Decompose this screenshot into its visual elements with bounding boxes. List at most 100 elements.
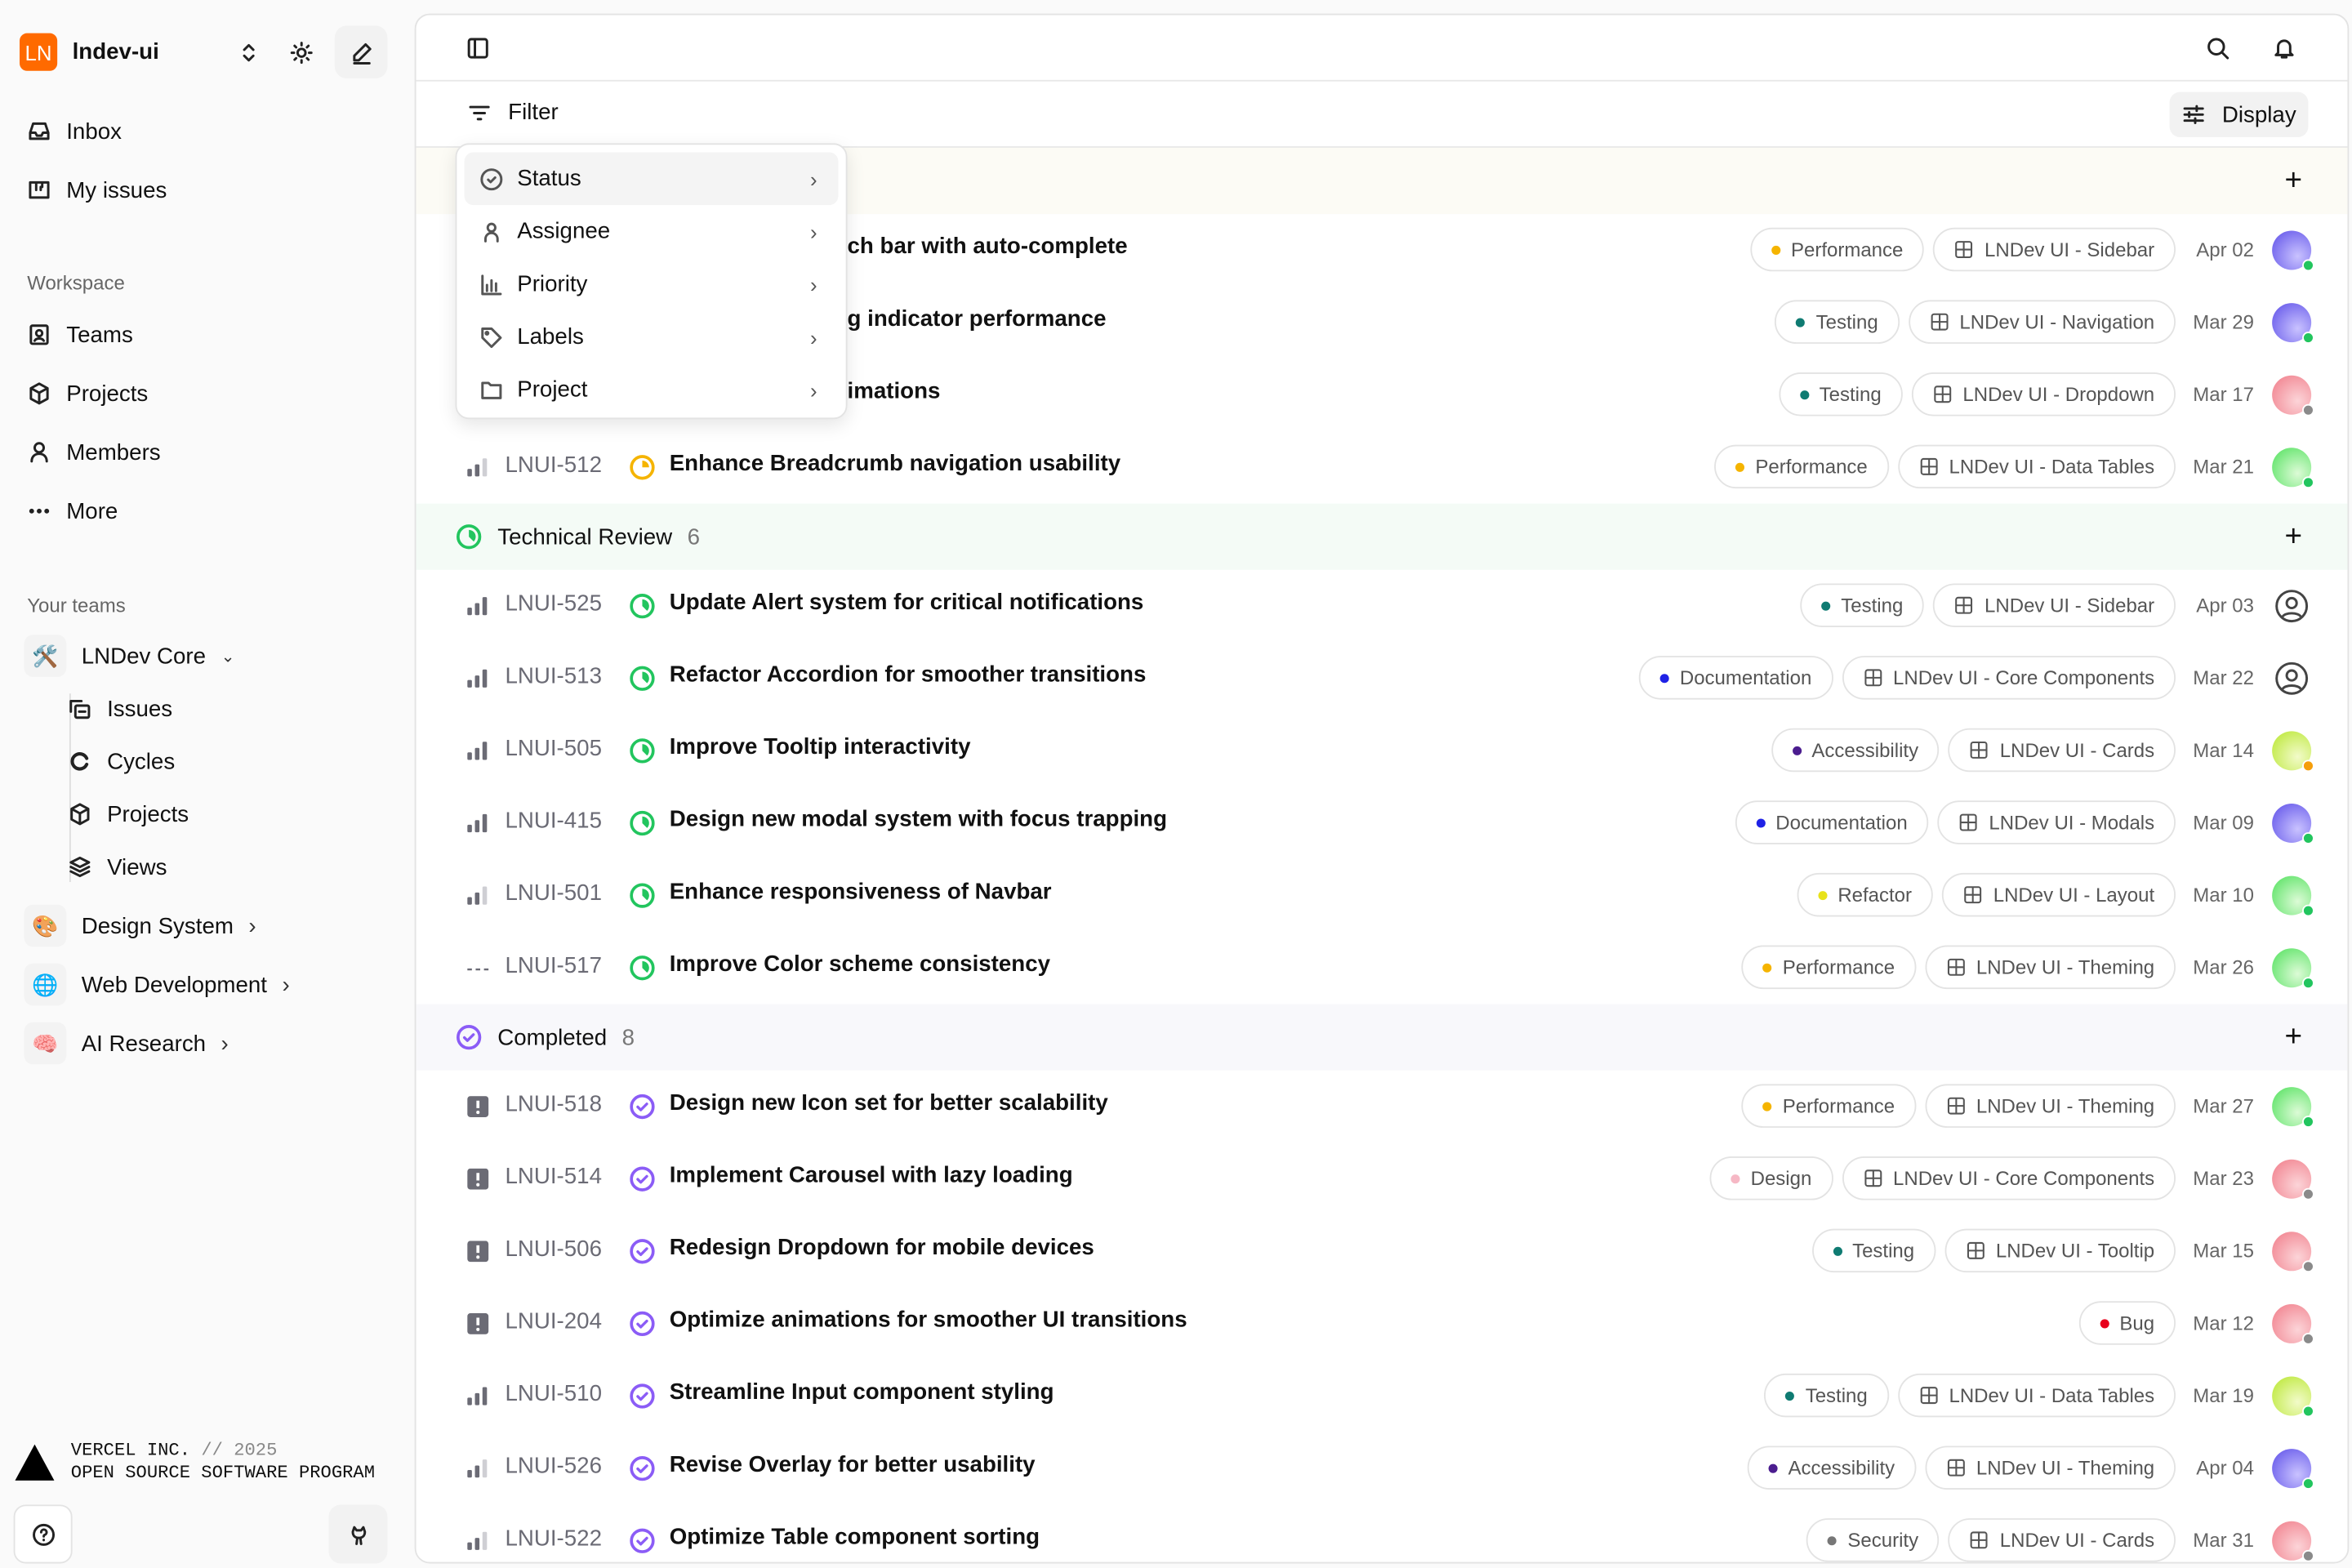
assignee-avatar[interactable] — [2272, 229, 2314, 271]
workspace-switcher[interactable]: LN lndev-ui — [19, 33, 159, 71]
issue-row[interactable]: ch bar with auto-complete Performance LNDe… — [416, 214, 2348, 287]
priority-urgent-icon[interactable] — [466, 1312, 490, 1334]
issue-title[interactable]: g indicator performance — [847, 305, 1107, 332]
label-chip[interactable]: Performance — [1750, 227, 1925, 272]
priority-medium-icon[interactable] — [466, 1530, 490, 1552]
add-issue-plus-icon[interactable]: + — [2284, 519, 2303, 554]
issue-row[interactable]: LNUI-510 Streamline Input component styli… — [416, 1360, 2348, 1432]
issue-row[interactable]: LNUI-513 Refactor Accordion for smoother … — [416, 642, 2348, 715]
project-chip[interactable]: LNDev UI - Modals — [1937, 800, 2176, 844]
issue-row[interactable]: LNUI-506 Redesign Dropdown for mobile dev… — [416, 1215, 2348, 1288]
status-technical-review-icon[interactable] — [629, 809, 656, 836]
assignee-avatar[interactable] — [2272, 875, 2314, 916]
notifications-button[interactable] — [2270, 34, 2297, 61]
team-item-views[interactable]: Views — [56, 844, 387, 889]
switch-workspace-icon[interactable] — [235, 39, 262, 66]
assignee-avatar[interactable] — [2272, 947, 2314, 989]
issue-title[interactable]: Revise Overlay for better usability — [669, 1451, 1036, 1478]
project-chip[interactable]: LNDev UI - Sidebar — [1933, 583, 2176, 627]
new-issue-pencil-button[interactable] — [334, 25, 388, 78]
project-chip[interactable]: LNDev UI - Core Components — [1842, 656, 2176, 700]
priority-medium-icon[interactable] — [466, 1458, 490, 1479]
status-in-progress-icon[interactable] — [629, 454, 656, 481]
team-ai-research[interactable]: 🧠 AI Research › — [24, 1022, 229, 1065]
issue-row[interactable]: LNUI-501 Enhance responsiveness of Navbar… — [416, 859, 2348, 932]
issue-row[interactable]: LNUI-526 Revise Overlay for better usabil… — [416, 1432, 2348, 1505]
status-technical-review-icon[interactable] — [629, 737, 656, 764]
sidebar-item-members[interactable]: Members — [15, 430, 392, 474]
filter-button[interactable]: Filter — [467, 100, 559, 125]
priority-medium-icon[interactable] — [466, 885, 490, 906]
label-chip[interactable]: Testing — [1800, 583, 1925, 627]
assignee-avatar[interactable] — [2272, 730, 2314, 772]
assignee-avatar[interactable] — [2272, 302, 2314, 343]
status-completed-icon[interactable] — [629, 1455, 656, 1482]
priority-high-icon[interactable] — [466, 740, 490, 761]
assignee-avatar[interactable] — [2272, 1303, 2314, 1344]
project-chip[interactable]: LNDev UI - Theming — [1925, 1084, 2176, 1128]
assignee-avatar[interactable] — [2272, 447, 2314, 488]
assignee-avatar[interactable] — [2272, 1086, 2314, 1127]
label-chip[interactable]: Testing — [1778, 372, 1903, 416]
team-lndev-core[interactable]: 🛠️ LNDev Core ⌄ — [24, 635, 235, 677]
search-button[interactable] — [2204, 34, 2231, 61]
status-completed-icon[interactable] — [629, 1527, 656, 1554]
filter-menu-item-priority[interactable]: Priority › — [465, 258, 839, 311]
issue-title[interactable]: Implement Carousel with lazy loading — [669, 1162, 1073, 1188]
issue-title[interactable]: Optimize animations for smoother UI tran… — [669, 1307, 1187, 1333]
assignee-avatar[interactable] — [2272, 1520, 2314, 1561]
issue-row[interactable]: LNUI-518 Design new Icon set for better s… — [416, 1071, 2348, 1143]
filter-menu-item-status[interactable]: Status › — [464, 152, 839, 206]
assignee-avatar[interactable] — [2272, 1158, 2314, 1200]
priority-high-icon[interactable] — [466, 813, 490, 834]
label-chip[interactable]: Performance — [1741, 945, 1916, 990]
issue-row[interactable]: g indicator performance Testing LNDev UI -… — [416, 287, 2348, 359]
label-chip[interactable]: Bug — [2078, 1301, 2176, 1345]
project-chip[interactable]: LNDev UI - Core Components — [1842, 1156, 2176, 1200]
project-chip[interactable]: LNDev UI - Layout — [1941, 872, 2176, 917]
status-completed-icon[interactable] — [629, 1238, 656, 1265]
unassigned-user-icon[interactable] — [2272, 658, 2311, 697]
issue-row[interactable]: LNUI-512 Enhance Breadcrumb navigation us… — [416, 431, 2348, 504]
team-item-projects[interactable]: Projects — [56, 791, 387, 836]
group-header-completed[interactable]: Completed 8 + — [416, 1004, 2348, 1071]
team-web-development[interactable]: 🌐 Web Development › — [24, 963, 290, 1006]
status-completed-icon[interactable] — [629, 1165, 656, 1192]
issue-title[interactable]: imations — [847, 378, 941, 404]
priority-high-icon[interactable] — [466, 668, 490, 689]
status-completed-icon[interactable] — [629, 1383, 656, 1410]
team-design-system[interactable]: 🎨 Design System › — [24, 904, 256, 947]
issue-title[interactable]: Design new Icon set for better scalabili… — [669, 1089, 1108, 1116]
project-chip[interactable]: LNDev UI - Theming — [1925, 945, 2176, 990]
issue-title[interactable]: Redesign Dropdown for mobile devices — [669, 1234, 1094, 1261]
issue-title[interactable]: Refactor Accordion for smoother transiti… — [669, 662, 1147, 688]
project-chip[interactable]: LNDev UI - Data Tables — [1897, 444, 2176, 489]
group-header-technical-review[interactable]: Technical Review 6 + — [416, 503, 2348, 570]
project-chip[interactable]: LNDev UI - Cards — [1949, 728, 2176, 773]
label-chip[interactable]: Performance — [1714, 444, 1889, 489]
label-chip[interactable]: Refactor — [1797, 872, 1933, 917]
issue-title[interactable]: Improve Tooltip interactivity — [669, 734, 971, 760]
priority-medium-icon[interactable] — [466, 457, 490, 478]
status-technical-review-icon[interactable] — [629, 593, 656, 620]
theme-toggle-sun-icon[interactable] — [288, 39, 315, 66]
sidebar-item-inbox[interactable]: Inbox — [15, 109, 392, 154]
assignee-avatar[interactable] — [2272, 1231, 2314, 1272]
vercel-oss-badge[interactable]: VERCEL INC. // 2025 OPEN SOURCE SOFTWARE… — [14, 1440, 375, 1485]
project-chip[interactable]: LNDev UI - Cards — [1949, 1518, 2176, 1562]
display-button[interactable]: Display — [2169, 91, 2309, 137]
label-chip[interactable]: Testing — [1775, 300, 1900, 344]
add-issue-plus-icon[interactable]: + — [2284, 164, 2303, 198]
filter-menu-item-assignee[interactable]: Assignee › — [465, 205, 839, 258]
project-chip[interactable]: LNDev UI - Tooltip — [1944, 1228, 2176, 1273]
issue-row[interactable]: LNUI-525 Update Alert system for critical… — [416, 570, 2348, 643]
issue-title[interactable]: Enhance Breadcrumb navigation usability — [669, 450, 1121, 477]
filter-menu-item-labels[interactable]: Labels › — [465, 310, 839, 363]
project-chip[interactable]: LNDev UI - Dropdown — [1911, 372, 2176, 416]
sidebar-item-projects[interactable]: Projects — [15, 371, 392, 416]
label-chip[interactable]: Security — [1806, 1518, 1940, 1562]
sidebar-item-my-issues[interactable]: My issues — [15, 167, 392, 212]
status-technical-review-icon[interactable] — [629, 665, 656, 692]
sidebar-item-teams[interactable]: Teams — [15, 312, 392, 357]
priority-high-icon[interactable] — [466, 595, 490, 617]
